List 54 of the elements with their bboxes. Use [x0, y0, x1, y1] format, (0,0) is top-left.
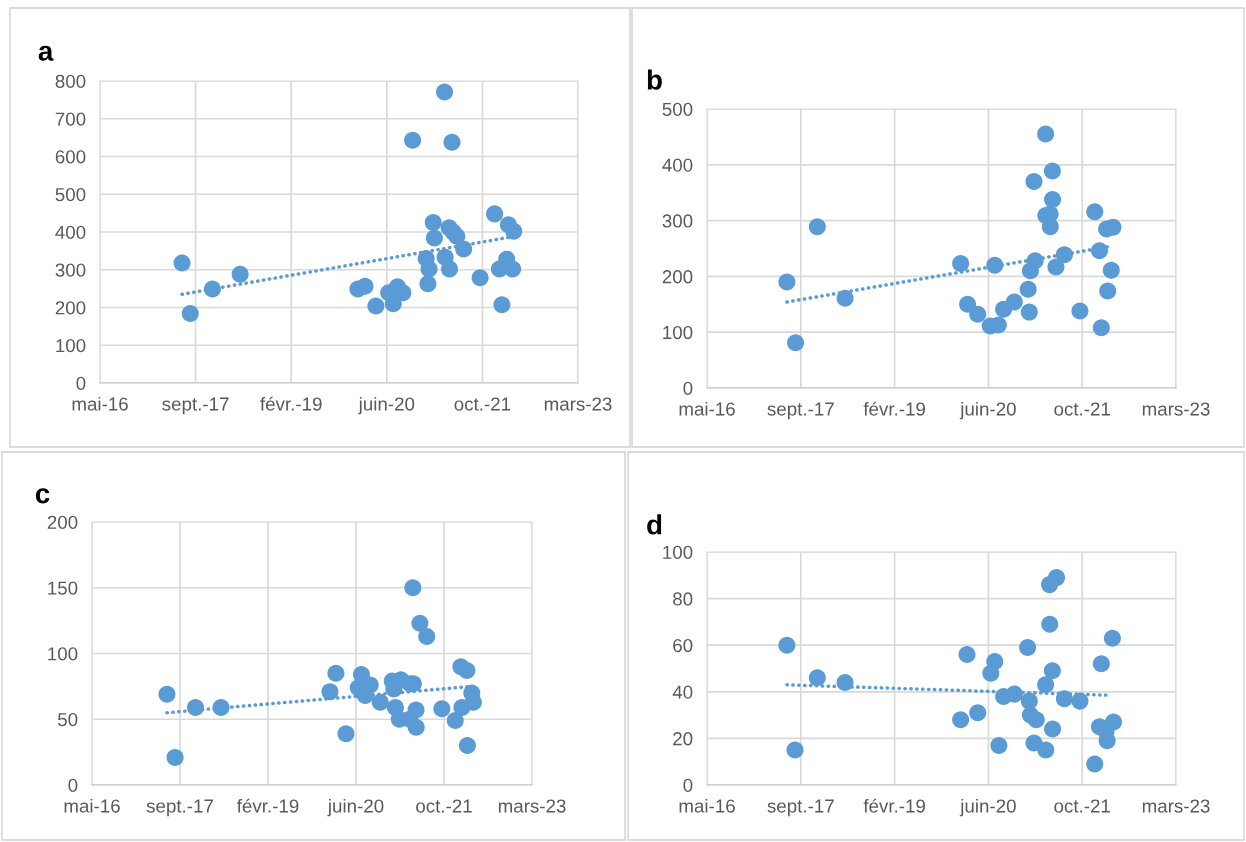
y-tick-label: 200	[662, 270, 693, 284]
y-tick-label: 100	[48, 647, 78, 661]
y-tick-label: 20	[673, 732, 693, 746]
x-tick-label: mars-23	[1142, 402, 1210, 416]
y-tick-label: 50	[58, 712, 78, 727]
x-tick-label: sept.-17	[767, 799, 834, 817]
x-tick-label: sept.-17	[767, 402, 834, 420]
x-tick-label: juin-20	[959, 401, 1016, 420]
x-tick-label: mai-16	[72, 396, 128, 411]
x-tick-label: oct.-21	[1054, 799, 1110, 813]
x-tick-label: juin-20	[327, 798, 384, 817]
x-tick-label: juin-20	[358, 396, 415, 415]
y-tick-label: 0	[68, 778, 78, 792]
y-tick-label: 400	[662, 158, 693, 172]
x-tick-label: oct.-21	[416, 799, 472, 813]
chart-title: c	[35, 488, 50, 504]
x-tick-label: févr.-19	[863, 798, 925, 813]
y-tick-label: 200	[55, 301, 86, 315]
x-tick-label: févr.-19	[863, 401, 925, 416]
x-tick-label: mai-16	[679, 401, 735, 416]
y-tick-label: 500	[55, 187, 86, 202]
x-tick-label: mars-23	[544, 397, 612, 411]
y-tick-label: 0	[683, 381, 693, 395]
x-tick-label: mars-23	[498, 799, 566, 813]
y-tick-label: 300	[662, 214, 693, 228]
x-tick-label: sept.-17	[162, 397, 229, 415]
y-tick-label: 0	[683, 778, 693, 792]
x-tick-label: mars-23	[1142, 799, 1210, 813]
y-tick-label: 100	[56, 338, 86, 353]
x-tick-label: sept.-17	[146, 799, 213, 817]
x-tick-label: févr.-19	[260, 396, 322, 411]
y-tick-label: 60	[673, 638, 693, 653]
x-tick-label: oct.-21	[1054, 402, 1110, 416]
x-tick-label: mai-16	[64, 798, 120, 813]
x-tick-label: oct.-21	[454, 397, 511, 411]
y-tick-label: 100	[663, 325, 693, 340]
x-tick-label: mai-16	[679, 798, 735, 813]
chart-title: a	[38, 45, 54, 61]
x-tick-label: juin-20	[959, 798, 1016, 817]
y-tick-label: 80	[673, 592, 693, 606]
y-tick-label: 800	[55, 74, 86, 88]
y-tick-label: 200	[47, 515, 78, 529]
y-tick-label: 500	[662, 102, 693, 116]
y-tick-label: 0	[76, 376, 86, 390]
chart-title: b	[647, 69, 662, 90]
y-tick-label: 400	[55, 225, 86, 239]
y-tick-label: 100	[663, 545, 693, 559]
y-tick-label: 40	[672, 685, 693, 699]
y-tick-label: 150	[48, 581, 78, 595]
y-tick-label: 300	[55, 263, 86, 277]
y-tick-label: 700	[55, 112, 86, 126]
chart-title: d	[647, 514, 662, 535]
x-tick-label: févr.-19	[237, 798, 299, 813]
y-tick-label: 600	[55, 150, 86, 164]
